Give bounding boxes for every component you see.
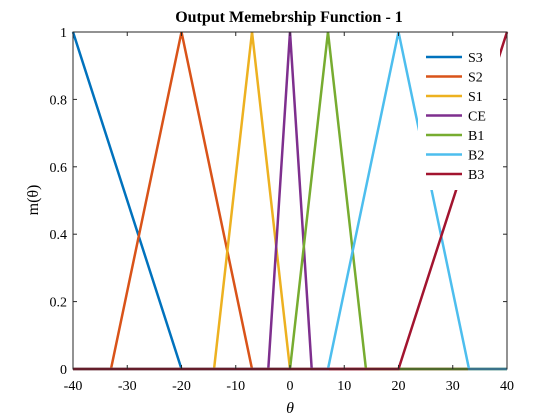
y-tick-label: 1: [60, 26, 67, 41]
x-tick-label: 10: [337, 379, 351, 394]
x-tick-label: -10: [226, 379, 245, 394]
legend-label-b3: B3: [468, 168, 484, 183]
x-axis-label: θ: [286, 400, 294, 417]
legend-label-s2: S2: [468, 71, 483, 86]
x-tick-label: -20: [172, 379, 191, 394]
legend-label-ce: CE: [468, 110, 486, 125]
chart-title: Output Memebrship Function - 1: [175, 9, 403, 26]
legend-label-b1: B1: [468, 129, 484, 144]
x-axis-ticks: -40 -30 -20 -10 0 10 20 30 40: [64, 32, 514, 394]
x-tick-label: -40: [64, 379, 83, 394]
x-tick-label: 20: [392, 379, 406, 394]
x-tick-label: 0: [287, 379, 294, 394]
legend-label-b2: B2: [468, 149, 484, 164]
y-tick-label: 0.4: [50, 228, 68, 243]
y-tick-label: 0: [60, 363, 67, 378]
x-tick-label: -30: [118, 379, 137, 394]
y-axis-ticks: 0 0.2 0.4 0.6 0.8 1: [50, 26, 507, 378]
y-tick-label: 0.8: [50, 93, 68, 108]
legend-label-s1: S1: [468, 90, 483, 105]
y-tick-label: 0.6: [50, 161, 68, 176]
legend-label-s3: S3: [468, 51, 483, 66]
legend: S3 S2 S1 CE B1 B2 B3: [418, 44, 500, 190]
x-tick-label: 30: [446, 379, 460, 394]
legend-box: [418, 44, 500, 190]
legend-items: S3 S2 S1 CE B1 B2 B3: [426, 51, 486, 183]
y-axis-label: m(θ): [25, 185, 42, 216]
y-tick-label: 0.2: [50, 296, 68, 311]
x-tick-label: 40: [500, 379, 514, 394]
